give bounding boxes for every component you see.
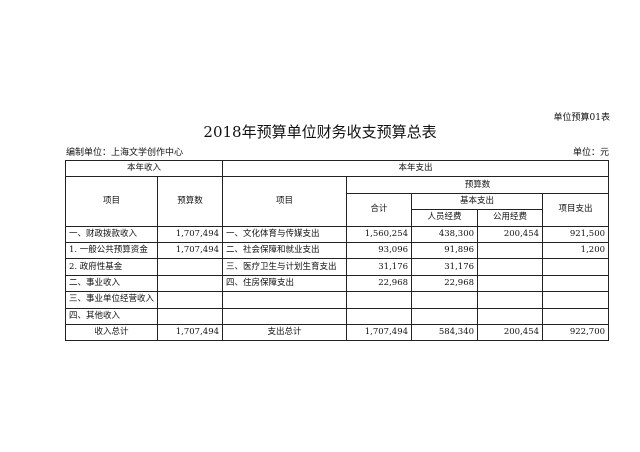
personnel-header: 人员经费 [411, 209, 479, 227]
project-cell [542, 307, 610, 325]
expense-item [222, 307, 348, 325]
table-row: 1. 一般公共预算资金 1,707,494 二、社会保障和就业支出 93,096 91,… [65, 241, 610, 260]
income-amount [156, 307, 224, 325]
income-amount [156, 258, 224, 276]
project-cell: 1,200 [542, 241, 610, 260]
total-header: 合计 [346, 192, 413, 227]
organization-label: 编制单位：上海文学创作中心 [66, 148, 184, 158]
expense-item: 三、医疗卫生与计划生育支出 [222, 258, 348, 276]
basic-header: 基本支出 [411, 192, 544, 211]
project-cell: 921,500 [542, 225, 610, 243]
personnel-cell: 31,176 [411, 258, 479, 276]
income-item: 1. 一般公共预算资金 [65, 241, 158, 260]
income-amount: 1,707,494 [156, 225, 224, 243]
income-total: 1,707,494 [156, 323, 224, 342]
expense-total-cell [346, 307, 413, 325]
income-amount [156, 274, 224, 293]
income-amount [156, 291, 224, 309]
income-item: 二、事业收入 [65, 274, 158, 293]
project-total: 922,700 [542, 323, 610, 342]
table-row: 三、事业单位经营收入 [65, 291, 610, 309]
public-cell [477, 258, 544, 276]
personnel-cell: 438,300 [411, 225, 479, 243]
project-cell [542, 274, 610, 293]
expense-total-cell: 1,560,254 [346, 225, 413, 243]
personnel-cell: 91,896 [411, 241, 479, 260]
personnel-cell: 22,968 [411, 274, 479, 293]
income-amount: 1,707,494 [156, 241, 224, 260]
project-header: 项目支出 [542, 192, 610, 227]
expense-budget-header: 预算数 [346, 176, 610, 194]
currency-unit: 单位：元 [572, 148, 609, 158]
project-cell [542, 291, 610, 309]
table-row: 二、事业收入 四、住房保障支出 22,968 22,968 [65, 274, 610, 293]
project-cell [542, 258, 610, 276]
public-cell: 200,454 [477, 225, 544, 243]
expense-total-cell: 93,096 [346, 241, 413, 260]
income-header: 本年收入 [64, 159, 224, 178]
public-header: 公用经费 [477, 209, 544, 227]
public-cell [477, 274, 544, 293]
income-item: 一、财政拨款收入 [65, 225, 158, 243]
public-cell [477, 307, 544, 325]
expense-total-cell: 31,176 [346, 258, 413, 276]
table-row: 一、财政拨款收入 1,707,494 一、文化体育与传媒支出 1,560,254 438… [65, 225, 610, 243]
income-total-label: 收入总计 [65, 323, 158, 342]
public-total: 200,454 [477, 323, 544, 342]
table-row: 2. 政府性基金 三、医疗卫生与计划生育支出 31,176 31,176 [65, 258, 610, 276]
personnel-total: 584,340 [411, 323, 479, 342]
expense-total: 1,707,494 [346, 323, 413, 342]
expense-item [222, 291, 348, 309]
expense-total-cell [346, 291, 413, 309]
expense-total-cell: 22,968 [346, 274, 413, 293]
expense-item-header: 项目 [222, 176, 348, 227]
totals-row: 收入总计 1,707,494 支出总计 1,707,494 584,340 20… [65, 323, 610, 342]
income-budget-header: 预算数 [156, 176, 224, 227]
income-item: 2. 政府性基金 [65, 258, 158, 276]
expense-item: 四、住房保障支出 [222, 274, 348, 293]
form-number: 单位预算01表 [553, 113, 610, 123]
public-cell [477, 291, 544, 309]
personnel-cell [411, 307, 479, 325]
income-item: 四、其他收入 [65, 307, 158, 325]
personnel-cell [411, 291, 479, 309]
expense-header: 本年支出 [222, 159, 610, 178]
income-item-header: 项目 [65, 176, 158, 227]
expense-total-label: 支出总计 [222, 323, 348, 342]
public-cell [477, 241, 544, 260]
income-item: 三、事业单位经营收入 [65, 291, 158, 309]
expense-item: 二、社会保障和就业支出 [222, 241, 348, 260]
budget-table: 本年收入 本年支出 项目 预算数 项目 预算数 合计 基本支出 项目支出 人员经… [64, 159, 610, 342]
expense-item: 一、文化体育与传媒支出 [222, 225, 348, 243]
table-row: 四、其他收入 [65, 307, 610, 325]
page-title: 2018年预算单位财务收支预算总表 [203, 123, 437, 141]
